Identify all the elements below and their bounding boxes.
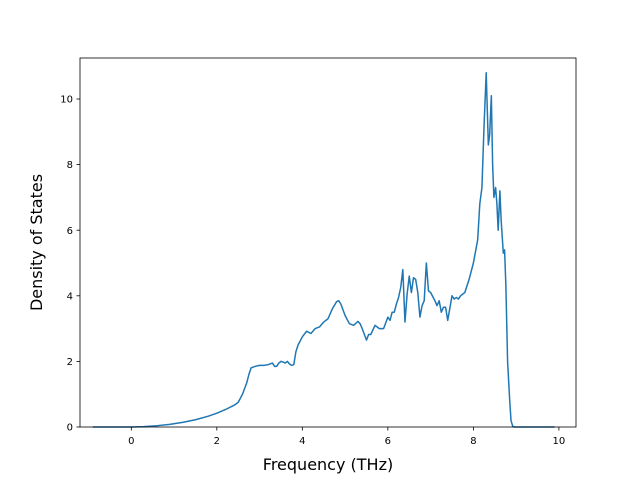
x-axis-label: Frequency (THz) — [263, 455, 393, 474]
x-tick-label: 2 — [214, 436, 220, 447]
y-tick-label: 8 — [67, 160, 73, 171]
x-tick-label: 0 — [128, 436, 134, 447]
axis-ticks: 0 2 4 6 8 10 0 2 4 6 8 10 — [60, 95, 565, 447]
y-tick-label: 0 — [67, 423, 73, 434]
y-axis-label: Density of States — [27, 174, 46, 311]
y-tick-label: 4 — [67, 291, 73, 302]
x-tick-label: 6 — [385, 436, 391, 447]
dos-series-line — [92, 72, 555, 428]
y-tick-label: 2 — [67, 357, 73, 368]
x-tick-label: 8 — [470, 436, 476, 447]
x-tick-label: 10 — [553, 436, 566, 447]
y-tick-label: 10 — [60, 95, 73, 106]
x-tick-label: 4 — [299, 436, 305, 447]
plot-area — [92, 72, 555, 428]
axes-frame — [79, 57, 577, 428]
y-tick-label: 6 — [67, 226, 73, 237]
